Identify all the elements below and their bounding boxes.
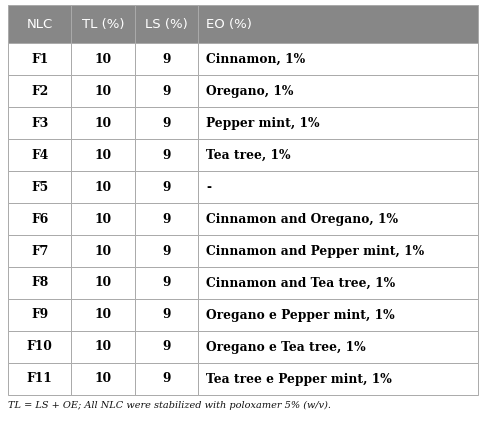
Bar <box>135 75 198 107</box>
Bar <box>198 75 477 107</box>
Text: 10: 10 <box>94 52 111 66</box>
Bar <box>198 299 477 331</box>
Bar <box>135 203 198 235</box>
Bar <box>71 363 135 395</box>
Text: Tea tree, 1%: Tea tree, 1% <box>206 148 290 162</box>
Bar <box>198 203 477 235</box>
Text: 10: 10 <box>94 341 111 354</box>
Text: F5: F5 <box>31 181 48 193</box>
Text: TL = LS + OE; All NLC were stabilized with poloxamer 5% (w/v).: TL = LS + OE; All NLC were stabilized wi… <box>8 401 330 410</box>
Text: 9: 9 <box>162 181 170 193</box>
Text: 10: 10 <box>94 308 111 321</box>
Text: F3: F3 <box>31 116 48 129</box>
Text: Cinnamon and Tea tree, 1%: Cinnamon and Tea tree, 1% <box>206 277 394 289</box>
Bar <box>198 363 477 395</box>
Bar <box>71 139 135 171</box>
Bar <box>8 75 71 107</box>
Text: TL (%): TL (%) <box>82 17 124 30</box>
Bar <box>8 203 71 235</box>
Bar <box>71 107 135 139</box>
Text: 9: 9 <box>162 277 170 289</box>
Text: 10: 10 <box>94 212 111 225</box>
Bar <box>71 235 135 267</box>
Bar <box>135 5 198 43</box>
Bar <box>135 235 198 267</box>
Text: 10: 10 <box>94 244 111 258</box>
Bar <box>135 171 198 203</box>
Bar <box>71 299 135 331</box>
Bar <box>135 267 198 299</box>
Text: Oregano e Tea tree, 1%: Oregano e Tea tree, 1% <box>206 341 365 354</box>
Text: F1: F1 <box>31 52 48 66</box>
Text: F2: F2 <box>31 85 48 97</box>
Text: 9: 9 <box>162 148 170 162</box>
Bar <box>71 171 135 203</box>
Text: 10: 10 <box>94 116 111 129</box>
Bar <box>198 139 477 171</box>
Bar <box>71 331 135 363</box>
Bar <box>198 331 477 363</box>
Bar <box>135 363 198 395</box>
Bar <box>71 267 135 299</box>
Bar <box>8 139 71 171</box>
Text: 9: 9 <box>162 308 170 321</box>
Text: LS (%): LS (%) <box>145 17 188 30</box>
Text: F11: F11 <box>27 373 52 385</box>
Bar <box>8 43 71 75</box>
Text: F6: F6 <box>31 212 48 225</box>
Text: 10: 10 <box>94 181 111 193</box>
Text: F8: F8 <box>31 277 48 289</box>
Text: 10: 10 <box>94 148 111 162</box>
Bar <box>8 235 71 267</box>
Bar <box>198 171 477 203</box>
Text: F10: F10 <box>27 341 53 354</box>
Bar <box>8 299 71 331</box>
Bar <box>8 331 71 363</box>
Text: Cinnamon and Pepper mint, 1%: Cinnamon and Pepper mint, 1% <box>206 244 424 258</box>
Text: 9: 9 <box>162 244 170 258</box>
Text: EO (%): EO (%) <box>206 17 252 30</box>
Bar <box>71 75 135 107</box>
Bar <box>8 107 71 139</box>
Text: 9: 9 <box>162 373 170 385</box>
Text: Tea tree e Pepper mint, 1%: Tea tree e Pepper mint, 1% <box>206 373 391 385</box>
Text: -: - <box>206 181 211 193</box>
Text: Oregano e Pepper mint, 1%: Oregano e Pepper mint, 1% <box>206 308 394 321</box>
Text: 9: 9 <box>162 85 170 97</box>
Bar <box>71 43 135 75</box>
Bar <box>71 5 135 43</box>
Text: 10: 10 <box>94 277 111 289</box>
Text: Pepper mint, 1%: Pepper mint, 1% <box>206 116 319 129</box>
Text: Cinnamon and Oregano, 1%: Cinnamon and Oregano, 1% <box>206 212 397 225</box>
Text: 9: 9 <box>162 52 170 66</box>
Text: 10: 10 <box>94 373 111 385</box>
Bar <box>8 5 71 43</box>
Text: 9: 9 <box>162 116 170 129</box>
Bar <box>198 5 477 43</box>
Bar <box>198 107 477 139</box>
Text: F7: F7 <box>31 244 48 258</box>
Text: F4: F4 <box>31 148 48 162</box>
Bar <box>135 107 198 139</box>
Bar <box>8 267 71 299</box>
Text: Oregano, 1%: Oregano, 1% <box>206 85 293 97</box>
Bar <box>135 299 198 331</box>
Bar <box>135 331 198 363</box>
Bar <box>135 139 198 171</box>
Bar <box>71 203 135 235</box>
Bar <box>198 235 477 267</box>
Bar <box>8 171 71 203</box>
Text: 9: 9 <box>162 341 170 354</box>
Text: 9: 9 <box>162 212 170 225</box>
Bar <box>198 267 477 299</box>
Text: NLC: NLC <box>27 17 53 30</box>
Bar <box>198 43 477 75</box>
Text: Cinnamon, 1%: Cinnamon, 1% <box>206 52 305 66</box>
Text: F9: F9 <box>31 308 48 321</box>
Text: 10: 10 <box>94 85 111 97</box>
Bar <box>135 43 198 75</box>
Bar <box>8 363 71 395</box>
